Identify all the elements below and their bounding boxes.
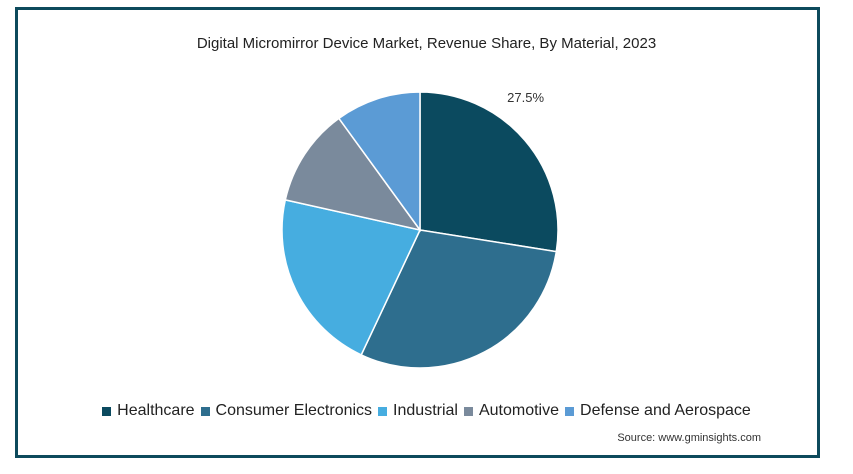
data-label: 27.5% bbox=[507, 90, 544, 105]
pie-slice-healthcare bbox=[419, 91, 559, 253]
pie-slice-consumer-electronics bbox=[360, 229, 558, 369]
legend-label: Consumer Electronics bbox=[215, 402, 373, 419]
legend-item: Consumer Electronics bbox=[200, 402, 373, 420]
legend-item: Industrial bbox=[378, 402, 458, 420]
chart-title: Digital Micromirror Device Market, Reven… bbox=[196, 35, 657, 52]
pie-slice-defense-and-aerospace bbox=[337, 91, 421, 233]
chart-legend: Healthcare Consumer Electronics Industrial… bbox=[0, 402, 853, 420]
pie-slice-automotive bbox=[284, 117, 422, 232]
legend-item: Defense and Aerospace bbox=[565, 402, 751, 420]
legend-swatch bbox=[463, 406, 473, 416]
legend-label: Automotive bbox=[478, 402, 560, 419]
legend-label: Defense and Aerospace bbox=[580, 402, 751, 419]
legend-item: Automotive bbox=[463, 402, 560, 420]
source-note: Source: www.gminsights.com bbox=[617, 432, 761, 444]
legend-swatch bbox=[565, 406, 575, 416]
legend-item: Healthcare bbox=[102, 402, 195, 420]
legend-label: Healthcare bbox=[117, 402, 195, 419]
legend-swatch bbox=[378, 406, 388, 416]
legend-label: Industrial bbox=[393, 402, 458, 419]
pie-slice-industrial bbox=[281, 199, 422, 356]
legend-swatch bbox=[102, 406, 112, 416]
legend-swatch bbox=[200, 406, 210, 416]
